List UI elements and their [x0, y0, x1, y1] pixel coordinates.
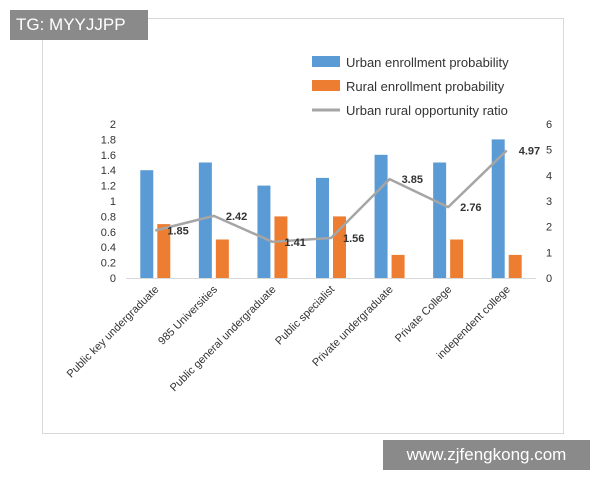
right-axis-tick-label: 5	[546, 145, 552, 157]
rural-bar	[508, 254, 522, 278]
left-axis-tick-label: 1.2	[101, 181, 116, 193]
rural-bar	[157, 224, 171, 278]
ratio-data-label: 1.56	[343, 233, 364, 245]
left-axis-tick-label: 1.6	[101, 150, 116, 162]
rural-bar	[450, 239, 464, 278]
left-axis-tick-label: 0.8	[101, 211, 116, 223]
right-axis-tick-label: 0	[546, 273, 552, 285]
left-axis-tick-label: 1.4	[101, 165, 116, 177]
rural-bar	[391, 254, 405, 278]
urban-bar	[140, 170, 154, 278]
category-label: Public general undergraduate	[168, 284, 279, 395]
ratio-data-label: 1.85	[167, 226, 188, 238]
ratio-data-label: 2.76	[460, 202, 481, 214]
ratio-data-label: 2.42	[226, 211, 247, 223]
urban-bar	[374, 154, 388, 278]
urban-bar	[491, 139, 505, 278]
right-axis-tick-label: 4	[546, 170, 552, 182]
left-axis-tick-label: 0.2	[101, 258, 116, 270]
chart-frame	[42, 18, 564, 434]
right-axis-tick-label: 6	[546, 119, 552, 131]
watermark-site: www.zjfengkong.com	[383, 440, 590, 470]
urban-bar	[198, 162, 212, 278]
category-label: 985 Universities	[156, 283, 220, 347]
left-axis-tick-label: 0.4	[101, 242, 116, 254]
right-axis-tick-label: 2	[546, 222, 552, 234]
category-label: Private College	[393, 284, 454, 345]
legend-label: Urban rural opportunity ratio	[346, 103, 508, 118]
ratio-data-label: 4.97	[519, 145, 540, 157]
category-label: Public key undergraduate	[65, 284, 162, 381]
right-axis-tick-label: 1	[546, 247, 552, 259]
legend-urban-swatch	[312, 56, 340, 67]
legend-rural-swatch	[312, 80, 340, 91]
left-axis-tick-label: 2	[110, 119, 116, 131]
ratio-data-label: 3.85	[402, 174, 423, 186]
urban-bar	[316, 177, 329, 278]
category-label: Public specialist	[273, 284, 337, 348]
rural-bar	[215, 239, 229, 278]
left-axis-tick-label: 0.6	[101, 227, 116, 239]
legend-label: Rural enrollment probability	[346, 79, 505, 94]
left-axis-tick-label: 0	[110, 273, 116, 285]
ratio-data-label: 1.41	[284, 237, 305, 249]
watermark-tag: TG: MYYJJPP	[10, 10, 148, 40]
urban-bar	[257, 185, 271, 278]
right-axis-tick-label: 3	[546, 196, 552, 208]
rural-bar	[274, 216, 288, 278]
urban-bar	[433, 162, 447, 278]
left-axis-tick-label: 1	[110, 196, 116, 208]
ratio-line	[154, 149, 508, 244]
legend-label: Urban enrollment probability	[346, 55, 509, 70]
left-axis-tick-label: 1.8	[101, 134, 116, 146]
